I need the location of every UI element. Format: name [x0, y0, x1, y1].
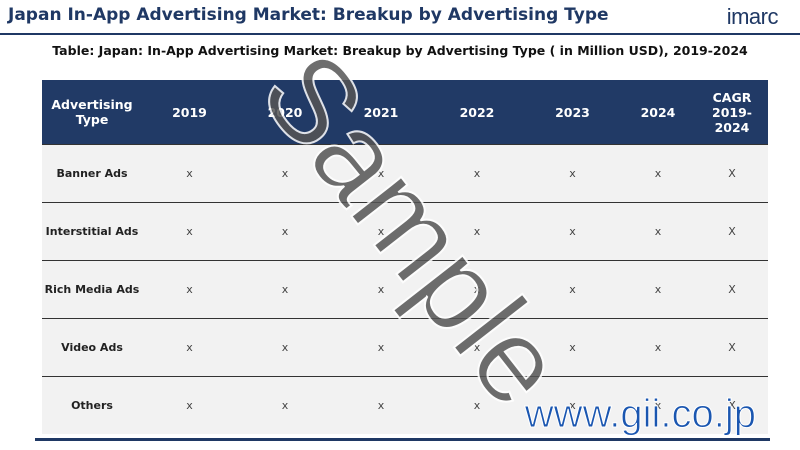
table-cell: x — [429, 318, 525, 377]
table-cell: x — [525, 202, 620, 261]
table-cell: x — [142, 202, 237, 261]
table-cell: x — [142, 260, 237, 319]
data-table: Advertising Type 2019 2020 2021 2022 2023 2024… — [42, 80, 768, 434]
table-cell: x — [429, 260, 525, 319]
table-cell: x — [620, 318, 696, 377]
column-header: 2021 — [333, 80, 429, 145]
table-cell: x — [142, 376, 237, 434]
table-cell: x — [237, 376, 333, 434]
table-row: Banner Ads x x x x x x X — [42, 144, 768, 203]
table-cell: X — [696, 144, 768, 203]
footer-url: www.gii.co.jp — [524, 392, 756, 437]
table-cell: x — [333, 202, 429, 261]
table-cell: x — [620, 260, 696, 319]
table-body: Banner Ads x x x x x x X Interstitial Ads x x x x x x X… — [42, 144, 768, 434]
column-header: Advertising Type — [42, 80, 142, 145]
logo: imarc — [726, 4, 779, 29]
column-header: 2023 — [525, 80, 620, 145]
table-cell: X — [696, 202, 768, 261]
column-header: 2024 — [620, 80, 696, 145]
table-cell: x — [429, 202, 525, 261]
table-cell: x — [525, 144, 620, 203]
column-header: 2022 — [429, 80, 525, 145]
table-cell: x — [620, 376, 696, 434]
divider — [35, 438, 770, 441]
row-label: Video Ads — [42, 318, 142, 377]
table-cell: x — [237, 260, 333, 319]
table-row: Interstitial Ads x x x x x x X — [42, 202, 768, 261]
table-cell: x — [429, 144, 525, 203]
table-cell: x — [333, 260, 429, 319]
table-cell: x — [142, 144, 237, 203]
table-cell: x — [525, 260, 620, 319]
table-cell: x — [620, 202, 696, 261]
row-label: Rich Media Ads — [42, 260, 142, 319]
table-row: Others x x x x x x X — [42, 376, 768, 434]
table-cell: x — [237, 318, 333, 377]
table-row: Rich Media Ads x x x x x x X — [42, 260, 768, 319]
table-cell: x — [237, 202, 333, 261]
divider — [0, 33, 800, 35]
table-cell: x — [525, 376, 620, 434]
table-cell: X — [696, 318, 768, 377]
header-row: Advertising Type 2019 2020 2021 2022 2023 2024… — [42, 80, 768, 145]
table-cell: x — [142, 318, 237, 377]
table-cell: X — [696, 376, 768, 434]
table-cell: X — [696, 260, 768, 319]
table-cell: x — [525, 318, 620, 377]
table-cell: x — [333, 144, 429, 203]
table-caption: Table: Japan: In-App Advertising Market:… — [52, 43, 748, 58]
row-label: Interstitial Ads — [42, 202, 142, 261]
column-header: CAGR 2019-2024 — [696, 80, 768, 145]
row-label: Others — [42, 376, 142, 434]
column-header: 2019 — [142, 80, 237, 145]
table-cell: x — [237, 144, 333, 203]
table-cell: x — [333, 376, 429, 434]
table-cell: x — [429, 376, 525, 434]
column-header: 2020 — [237, 80, 333, 145]
table-row: Video Ads x x x x x x X — [42, 318, 768, 377]
table-cell: x — [333, 318, 429, 377]
table-cell: x — [620, 144, 696, 203]
title: Japan In-App Advertising Market: Breakup… — [8, 5, 609, 25]
row-label: Banner Ads — [42, 144, 142, 203]
